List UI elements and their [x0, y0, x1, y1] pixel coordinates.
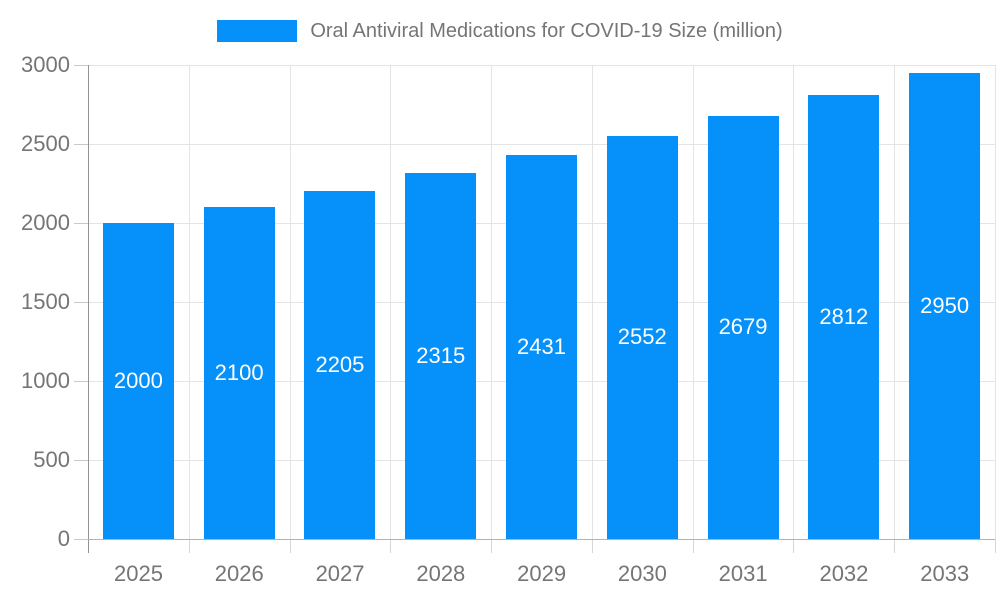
legend-label: Oral Antiviral Medications for COVID-19 …: [310, 19, 783, 42]
y-tick-label: 2500: [21, 131, 70, 156]
x-tick: [591, 539, 593, 553]
x-tick-label: 2030: [617, 561, 667, 586]
bar[interactable]: [203, 207, 275, 539]
y-tick-label: 1000: [21, 368, 70, 393]
y-tick: [74, 460, 88, 461]
bar[interactable]: [606, 135, 678, 539]
bar[interactable]: [909, 72, 981, 539]
y-tick: [74, 381, 88, 382]
bar[interactable]: [506, 154, 577, 539]
bar[interactable]: [102, 223, 174, 539]
y-tick: [74, 223, 88, 224]
bar[interactable]: [304, 190, 376, 539]
x-tick-label: 2025: [114, 561, 163, 586]
v-gridline: [491, 65, 493, 539]
v-gridline: [793, 65, 795, 539]
y-tick-label: 2000: [21, 210, 70, 235]
v-gridline: [894, 65, 896, 539]
chart-legend[interactable]: Oral Antiviral Medications for COVID-19 …: [0, 19, 1000, 43]
v-gridline: [289, 65, 291, 539]
y-tick-label: 0: [57, 526, 70, 551]
y-tick: [74, 144, 88, 145]
bar[interactable]: [405, 173, 477, 539]
x-tick: [692, 539, 694, 553]
x-tick-label: 2028: [416, 561, 466, 586]
y-tick: [74, 302, 88, 303]
y-tick-label: 500: [33, 447, 70, 472]
x-tick: [995, 539, 996, 553]
v-gridline: [591, 65, 593, 539]
v-gridline: [188, 65, 190, 539]
x-tick-label: 2031: [718, 561, 768, 586]
x-tick-label: 2032: [819, 561, 869, 586]
x-tick: [793, 539, 795, 553]
legend-swatch: [217, 20, 298, 42]
y-tick: [74, 539, 88, 540]
x-tick: [894, 539, 896, 553]
v-gridline: [390, 65, 392, 539]
y-tick-label: 3000: [21, 52, 70, 77]
x-tick: [491, 539, 493, 553]
x-tick-label: 2027: [315, 561, 365, 586]
x-tick-label: 2026: [214, 561, 264, 586]
x-axis-line: [88, 539, 995, 540]
h-gridline: [88, 144, 995, 145]
x-tick: [289, 539, 291, 553]
x-tick: [188, 539, 190, 553]
bar[interactable]: [808, 94, 880, 539]
h-gridline: [88, 65, 995, 66]
v-gridline: [692, 65, 694, 539]
v-gridline: [995, 65, 996, 539]
x-tick-label: 2029: [517, 561, 567, 586]
y-tick: [74, 65, 88, 66]
y-axis-line: [88, 65, 89, 553]
x-tick-label: 2033: [920, 561, 970, 586]
bar[interactable]: [707, 115, 779, 539]
y-tick-label: 1500: [21, 289, 70, 314]
x-tick: [390, 539, 392, 553]
